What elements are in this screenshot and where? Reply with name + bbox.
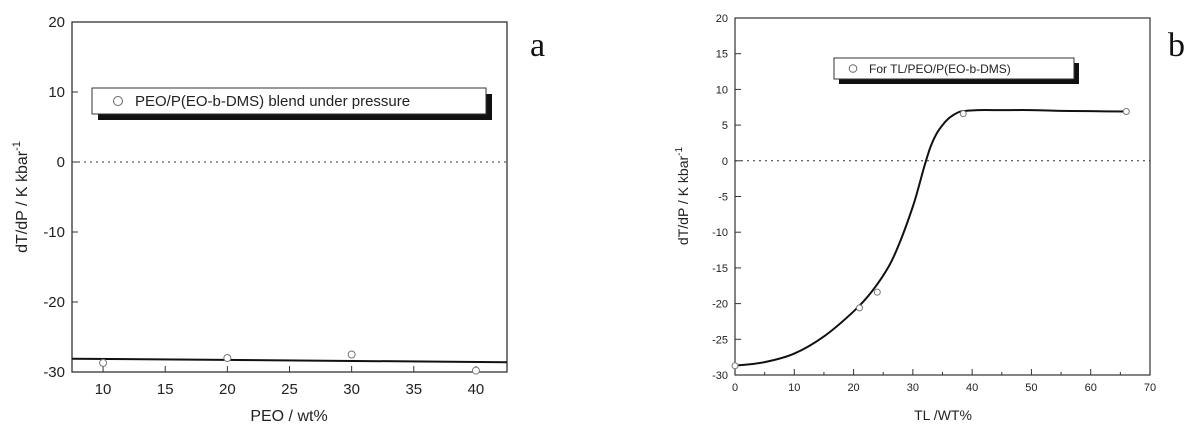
legend-marker-a xyxy=(113,96,123,106)
y-tick-label-a: -20 xyxy=(43,294,65,311)
y-tick-label-b: -25 xyxy=(712,334,728,346)
y-tick-label-a: -30 xyxy=(43,364,65,381)
x-tick-label-b: 0 xyxy=(732,382,738,394)
y-axis-label-a-sup: -1 xyxy=(11,141,23,151)
data-point-a xyxy=(99,358,108,367)
x-tick-label-a: 30 xyxy=(343,381,360,398)
panel-letter-b: b xyxy=(1168,27,1185,64)
x-tick-label-b: 60 xyxy=(1085,382,1097,394)
y-tick-label-b: 0 xyxy=(722,156,728,168)
x-tick-label-a: 10 xyxy=(95,381,112,398)
x-tick-label-b: 10 xyxy=(788,382,800,394)
fit-line-b xyxy=(734,109,1127,367)
y-tick-label-b: -10 xyxy=(712,227,728,239)
x-tick-label-a: 25 xyxy=(281,381,298,398)
y-tick-label-a: 20 xyxy=(48,14,65,31)
y-tick-label-b: -30 xyxy=(712,370,728,382)
data-point-b xyxy=(1122,108,1130,116)
y-tick-label-a: 0 xyxy=(57,154,65,171)
y-axis-label-a: dT/dP / K kbar-1 xyxy=(11,141,31,253)
y-tick-label-b: -15 xyxy=(712,263,728,275)
x-axis-label-a: PEO / wt% xyxy=(250,408,327,425)
fit-line-a xyxy=(71,357,508,364)
x-tick-label-a: 20 xyxy=(219,381,236,398)
x-tick-label-a: 15 xyxy=(157,381,174,398)
y-axis-label-a-main: dT/dP / K kbar xyxy=(14,150,31,253)
y-tick-label-b: -20 xyxy=(712,299,728,311)
legend-box-a xyxy=(91,87,487,115)
panel-b: 0 10 20 30 40 50 60 70 -30 -25 -20 -15 -10 -5 0 5 10 15 20… xyxy=(674,13,1185,423)
data-point-b xyxy=(959,110,967,118)
legend-b: For TL/PEO/P(EO-b-DMS) xyxy=(833,57,1079,84)
y-tick-label-b: 15 xyxy=(716,49,728,61)
data-point-b xyxy=(873,288,881,296)
ticks-a: 10 15 20 25 30 35 40 -30 -20 -10 0 10 20 xyxy=(43,14,484,398)
y-axis-label-b-sup: -1 xyxy=(674,147,685,156)
x-tick-label-b: 40 xyxy=(966,382,978,394)
y-tick-label-b: -5 xyxy=(718,192,728,204)
x-tick-label-a: 40 xyxy=(468,381,485,398)
panel-letter-a: a xyxy=(530,27,545,64)
data-point-b xyxy=(731,362,739,370)
x-tick-label-a: 35 xyxy=(405,381,422,398)
ticks-b: 0 10 20 30 40 50 60 70 -30 -25 -20 -15 -10 -5 0 5 10 15 20 xyxy=(712,13,1156,394)
legend-label-a: PEO/P(EO-b-DMS) blend under pressure xyxy=(135,93,410,110)
legend-a: PEO/P(EO-b-DMS) blend under pressure xyxy=(91,87,492,120)
data-point-a xyxy=(223,354,232,362)
points-b xyxy=(731,108,1130,370)
y-tick-label-b: 10 xyxy=(716,84,728,96)
y-tick-label-a: 10 xyxy=(48,84,65,101)
plot-frame-a xyxy=(71,21,508,373)
data-point-a xyxy=(471,366,480,375)
x-tick-label-b: 30 xyxy=(907,382,919,394)
x-axis-label-b: TL /WT% xyxy=(914,407,972,423)
x-tick-label-b: 20 xyxy=(847,382,859,394)
data-point-b xyxy=(856,304,863,312)
legend-box-b xyxy=(833,57,1075,80)
data-point-a xyxy=(347,350,356,359)
y-tick-label-a: -10 xyxy=(43,224,65,241)
x-tick-label-b: 50 xyxy=(1025,382,1037,394)
points-a xyxy=(99,350,480,375)
y-tick-label-b: 20 xyxy=(716,13,728,25)
legend-label-b: For TL/PEO/P(EO-b-DMS) xyxy=(869,62,1011,76)
x-tick-label-b: 70 xyxy=(1144,382,1156,394)
panel-a: 10 15 20 25 30 35 40 -30 -20 -10 0 10 20 PEO/P(EO-b-… xyxy=(11,14,545,425)
y-tick-label-b: 5 xyxy=(722,120,728,132)
y-axis-label-b: dT/dP / K kbar-1 xyxy=(674,147,691,246)
legend-marker-b xyxy=(848,64,858,73)
y-axis-label-b-main: dT/dP / K kbar xyxy=(675,156,691,246)
